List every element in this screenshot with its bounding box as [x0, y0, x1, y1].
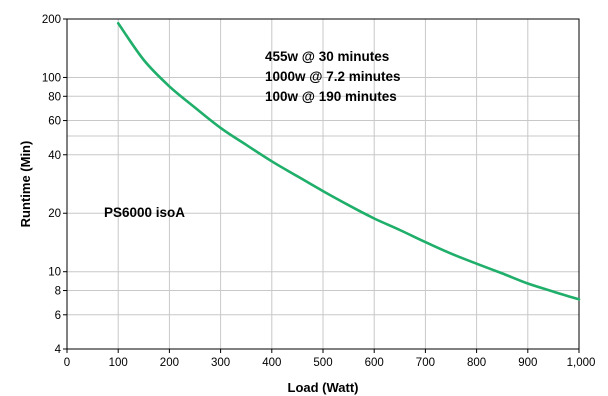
- y-tick-label: 80: [48, 91, 61, 103]
- annotation-1000w: 1000w @ 7.2 minutes: [265, 69, 400, 84]
- y-axis-title: Runtime (Min): [18, 141, 33, 228]
- y-tick-label: 4: [55, 344, 62, 356]
- y-tick-label: 200: [42, 14, 61, 26]
- y-tick-label: 60: [48, 116, 61, 128]
- x-tick-label: 200: [160, 357, 179, 369]
- x-tick-labels: 0 100 200 300 400 500 600 700 800 900 1,000: [64, 349, 596, 369]
- x-axis-title: Load (Watt): [288, 380, 359, 395]
- x-tick-label: 700: [416, 357, 435, 369]
- grid: [67, 19, 579, 349]
- x-tick-label: 1,000: [567, 357, 596, 369]
- x-tick-label: 500: [313, 357, 332, 369]
- y-tick-label: 100: [42, 72, 61, 84]
- y-tick-label: 8: [55, 286, 61, 298]
- runtime-curve: [116, 22, 581, 301]
- y-tick-label: 20: [48, 208, 61, 220]
- x-tick-label: 300: [211, 357, 230, 369]
- y-tick-label: 10: [48, 267, 61, 279]
- series-layer: [116, 22, 581, 301]
- x-tick-label: 800: [467, 357, 486, 369]
- y-tick-label: 40: [48, 150, 61, 162]
- x-tick-label: 100: [109, 357, 128, 369]
- x-tick-label: 0: [64, 357, 70, 369]
- x-tick-label: 600: [365, 357, 384, 369]
- annotation-455w: 455w @ 30 minutes: [265, 49, 389, 64]
- y-tick-labels: 4 6 8 10 20 40 60 80 100 200: [42, 14, 67, 356]
- x-tick-label: 900: [518, 357, 537, 369]
- model-label: PS6000 isoA: [104, 205, 185, 220]
- x-tick-label: 400: [262, 357, 281, 369]
- annotation-100w: 100w @ 190 minutes: [265, 89, 397, 104]
- y-tick-label: 6: [55, 310, 61, 322]
